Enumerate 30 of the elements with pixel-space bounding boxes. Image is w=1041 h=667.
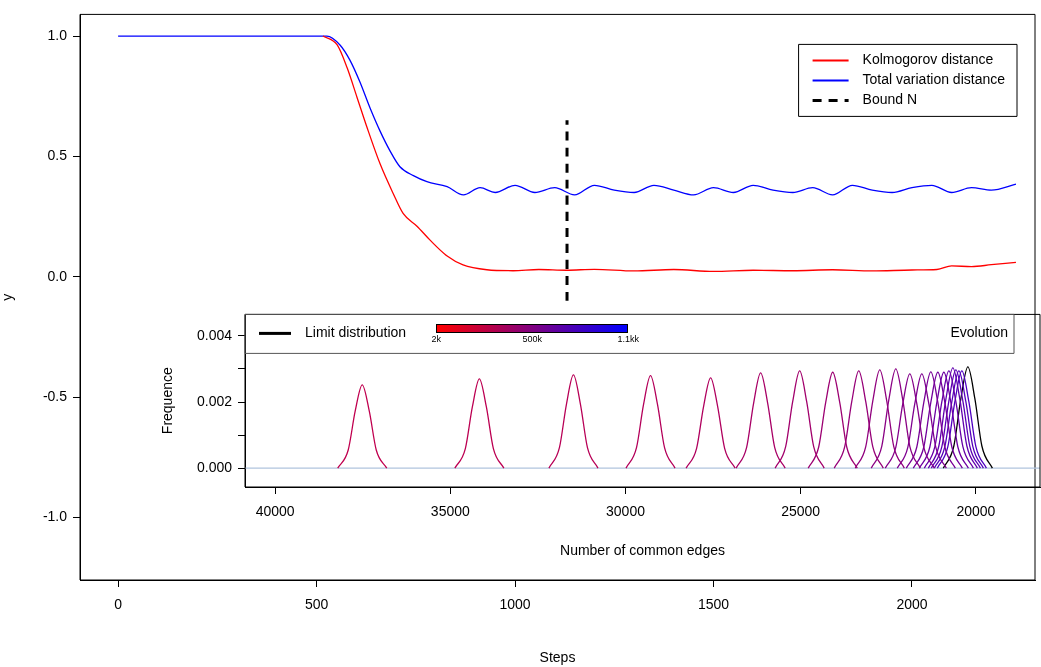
- x-tick-label: 40000: [255, 503, 295, 520]
- y-tick-label: 0.0: [47, 267, 68, 284]
- x-tick-label: 20000: [956, 503, 996, 520]
- legend-label: Limit distribution: [305, 324, 407, 341]
- x-axis-title: Steps: [539, 649, 576, 666]
- annotation: 500k: [522, 334, 542, 345]
- annotation: 2k: [431, 334, 441, 345]
- y-tick-label: -0.5: [42, 387, 68, 404]
- x-tick-label: 1000: [499, 596, 531, 613]
- legend-label: Total variation distance: [862, 71, 1006, 88]
- y-tick-label: 1.0: [47, 26, 68, 43]
- x-tick-label: 30000: [606, 503, 646, 520]
- x-tick-label: 2000: [896, 596, 928, 613]
- x-axis-title: Number of common edges: [560, 542, 725, 559]
- x-tick-label: 1500: [697, 596, 730, 613]
- y-axis-title: y: [0, 293, 16, 301]
- x-tick-label: 25000: [781, 503, 821, 520]
- y-axis-title: Frequence: [159, 367, 176, 435]
- legend-label: Kolmogorov distance: [862, 51, 994, 68]
- legend-title: Evolution: [950, 324, 1008, 341]
- y-tick-label: 0.002: [196, 392, 233, 409]
- annotation: 1.1kk: [617, 334, 639, 345]
- x-tick-label: 500: [304, 596, 329, 613]
- y-tick-label: 0.5: [47, 147, 68, 164]
- x-tick-label: 0: [114, 596, 123, 613]
- y-tick-label: -1.0: [42, 508, 68, 525]
- y-tick-label: 0.004: [196, 326, 233, 343]
- x-tick-label: 35000: [430, 503, 470, 520]
- y-tick-label: 0.000: [196, 459, 233, 476]
- legend-label: Bound N: [862, 91, 918, 108]
